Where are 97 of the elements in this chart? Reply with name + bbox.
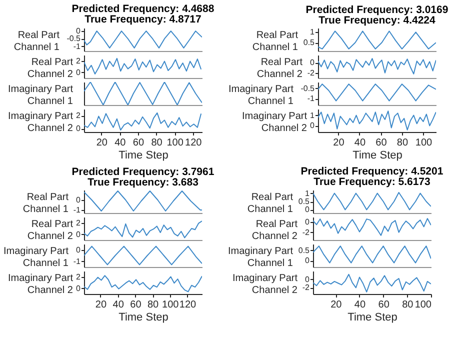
line-series [84,246,202,266]
y-tick-label: 0 [76,196,82,204]
x-tick-label: 60 [376,138,388,148]
y-axis-title: Imaginary Part Channel 2 [232,273,298,296]
y-axis-title: Real Part Channel 2 [256,57,303,80]
x-tick-label: 80 [147,300,160,310]
y-tick-label: 0 [76,26,82,36]
y-tick-label: -1 [307,94,316,104]
y-axis-title: Real Part Channel 1 [22,192,69,215]
line-series [318,58,436,74]
line-series [318,84,436,102]
y-axis-title: Imaginary Part Channel 1 [8,84,74,107]
y-tick-label: 2 [76,218,82,228]
y-tick-label: -1 [73,256,82,266]
y-axis-title: Real Part Channel 2 [27,219,74,242]
y-tick-label: -1 [73,42,82,51]
y-tick-label: 2 [76,56,82,66]
y-tick-label: 0 [305,218,310,227]
y-tick-label: 2 [76,111,82,120]
line-series [84,275,202,292]
line-series [313,246,431,264]
y-axis-title: Imaginary Part Channel 2 [8,111,74,134]
chart-subtitle: True Frequency: 4.8717 [84,14,202,26]
y-tick-label: 0 [76,284,82,293]
y-tick-label: 0.5 [298,246,310,255]
x-tick-label: 40 [354,138,366,148]
x-axis-title: Time Step [118,312,168,324]
y-tick-label: 0 [76,68,82,77]
y-tick-label: 0 [310,58,316,68]
x-tick-label: 40 [114,138,126,148]
y-tick-label: 0 [305,205,310,214]
chart-subtitle: True Frequency: 3.683 [88,176,199,188]
line-series [84,58,202,74]
x-tick-label: 120 [179,300,197,310]
y-tick-label: 0 [76,124,82,134]
line-series [318,30,436,50]
line-series [313,192,431,210]
x-tick-label: 80 [151,138,163,148]
x-axis-title: Time Step [352,150,402,162]
y-axis-title: Real Part Channel 1 [247,192,294,215]
x-tick-label: 80 [402,300,414,310]
line-series [84,190,202,212]
line-series [318,110,436,130]
chart-title: Predicted Frequency: 4.5201 [300,165,444,178]
x-tick-label: 100 [162,300,180,310]
x-tick-label: 60 [378,300,390,310]
x-tick-label: 20 [330,300,342,310]
line-series [84,220,202,238]
y-axis-title: Imaginary Part Channel 1 [228,84,294,107]
y-tick-label: 1 [305,188,310,198]
y-tick-label: 0 [310,121,316,130]
y-axis-title: Imaginary Part Channel 1 [3,246,69,269]
chart-title: Predicted Frequency: 3.7961 [72,166,214,178]
chart-subtitle: True Frequency: 4.4224 [318,14,436,26]
y-tick-label: 0.5 [298,197,310,206]
x-tick-label: 40 [112,300,124,310]
line-series [313,218,431,236]
y-axis-title: Real Part Channel 2 [27,57,74,80]
x-axis-title: Time Step [348,312,398,324]
y-tick-label: 0 [76,245,82,254]
y-tick-label: -2 [302,228,310,237]
y-axis-title: Real Part Channel 2 [252,219,298,242]
y-axis-title: Real Part Channel 1 [252,30,298,53]
x-tick-label: 20 [333,138,345,148]
y-tick-label: 1 [310,28,316,37]
y-tick-label: 0.5 [303,38,316,48]
chart-title: Predicted Frequency: 3.0169 [306,4,448,16]
line-series [84,30,202,48]
y-tick-label: 0 [305,274,310,284]
y-axis-title: Imaginary Part Channel 2 [242,111,308,134]
x-tick-label: 100 [414,300,432,310]
x-tick-label: 60 [130,300,142,310]
y-tick-label: 0 [305,256,310,266]
x-tick-label: 100 [415,138,433,148]
x-tick-label: 20 [95,300,107,310]
y-tick-label: -0.5 [300,84,316,93]
y-tick-label: -0.5 [66,34,82,44]
y-tick-label: 2 [76,272,82,282]
x-tick-label: 100 [166,138,184,148]
x-tick-label: 40 [354,300,366,310]
line-series [84,112,202,131]
y-tick-label: 0 [76,230,82,239]
x-tick-label: 20 [96,138,108,148]
x-tick-label: 60 [132,138,144,148]
y-tick-label: -2 [302,283,310,292]
x-tick-label: 80 [396,138,408,148]
y-tick-label: -2 [307,68,316,78]
chart-subtitle: True Frequency: 5.6173 [314,176,431,188]
y-axis-title: Imaginary Part Channel 1 [228,246,294,269]
y-tick-label: -1 [73,206,82,214]
y-tick-label: 1 [310,110,316,120]
y-axis-title: Real Part Channel 1 [14,30,60,53]
x-tick-label: 120 [185,138,202,148]
line-series [313,274,431,292]
chart-title: Predicted Frequency: 4.4688 [72,3,214,16]
x-axis-title: Time Step [118,150,168,162]
y-axis-title: Imaginary Part Channel 2 [8,273,74,296]
